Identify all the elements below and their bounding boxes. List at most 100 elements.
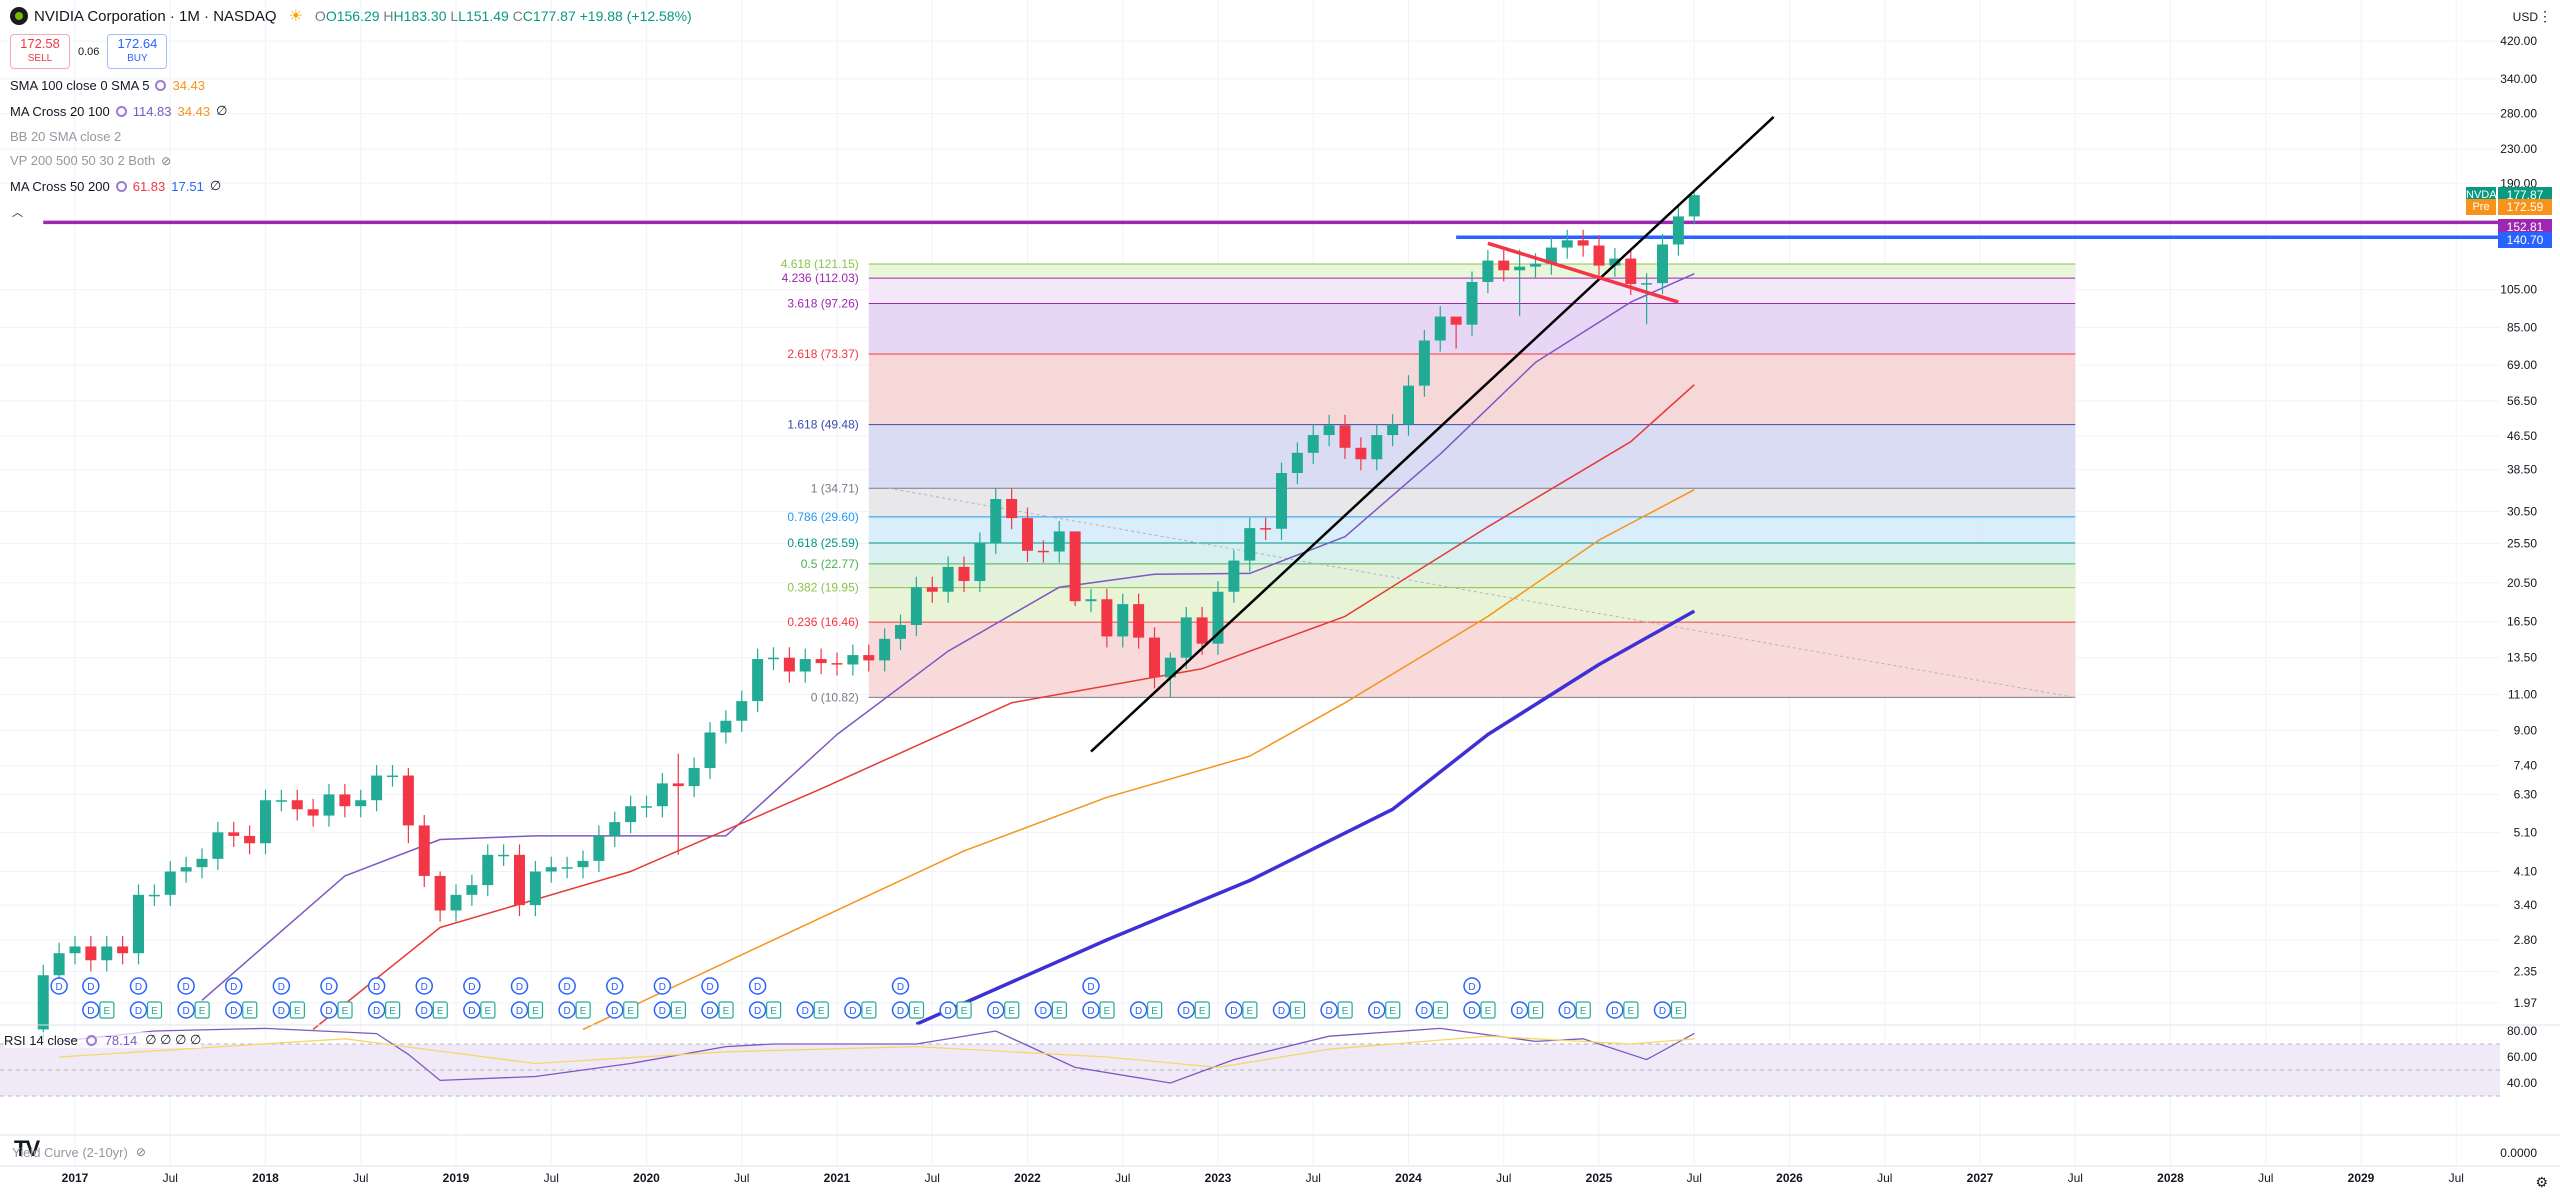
blue-line-price-label: 140.70 <box>2498 232 2552 249</box>
candle-body <box>1339 425 1351 448</box>
candle-body <box>291 800 303 810</box>
candle-body <box>1672 216 1684 245</box>
time-tick-label: Jul <box>353 1171 368 1185</box>
fib-trend-line <box>888 487 2076 698</box>
chart-settings-gear-icon[interactable]: ⚙ <box>2535 1174 2548 1190</box>
indicator-value: 34.43 <box>172 78 206 93</box>
candle <box>1037 540 1049 563</box>
earnings-marker <box>337 1001 353 1019</box>
candle <box>926 576 938 603</box>
earnings-marker-label: E <box>199 1006 206 1017</box>
candle-body <box>371 775 383 801</box>
candle <box>482 844 494 897</box>
trendline-black <box>1090 116 1775 753</box>
price-tick-label: 105.00 <box>2500 283 2537 297</box>
sell-button[interactable]: 172.58 SELL <box>10 34 70 69</box>
fib-level-label: 4.618 (121.15) <box>781 257 859 271</box>
dividend-marker <box>796 1001 814 1019</box>
dividend-marker-label: D <box>1135 1006 1142 1017</box>
dividend-marker <box>415 977 433 995</box>
fib-level-label: 4.236 (112.03) <box>782 271 859 285</box>
chart-header: NVIDIA Corporation · 1M · NASDAQ ☀ OO156… <box>10 6 692 26</box>
candle <box>148 884 160 906</box>
dividend-marker-label: D <box>706 982 713 993</box>
settings-icon[interactable] <box>115 180 127 192</box>
candle <box>1482 250 1494 294</box>
dividend-marker <box>1272 1001 1291 1019</box>
earnings-marker <box>1528 1001 1544 1019</box>
candle <box>85 935 97 972</box>
earnings-marker <box>1337 1001 1353 1019</box>
earnings-marker-label: E <box>1580 1006 1587 1017</box>
earnings-marker <box>480 1001 496 1019</box>
hidden-eye-icon[interactable]: ⊘ <box>161 153 172 168</box>
symbol-title[interactable]: NVIDIA Corporation · 1M · NASDAQ <box>34 7 277 25</box>
tradingview-logo-icon[interactable]: TV <box>14 1136 40 1161</box>
candle-body <box>402 775 414 826</box>
time-tick-label: Jul <box>1496 1171 1511 1185</box>
more-options-icon[interactable]: ⋮ <box>2538 8 2552 24</box>
currency-label[interactable]: USD <box>2512 10 2538 24</box>
candle-body <box>815 659 827 664</box>
dividend-marker <box>50 977 68 995</box>
indicator-bb[interactable]: BB 20 SMA close 2 <box>10 129 121 144</box>
candle <box>577 850 589 879</box>
dividend-marker-label: D <box>278 982 285 993</box>
candle <box>466 874 478 906</box>
candle <box>863 644 875 672</box>
rsi-tick-label: 60.00 <box>2507 1050 2537 1064</box>
time-tick-label: 2020 <box>633 1171 660 1185</box>
earnings-marker <box>813 1001 829 1019</box>
dividend-marker-label: D <box>706 1006 713 1017</box>
dividend-marker <box>1510 1001 1529 1019</box>
indicator-name: BB 20 SMA close 2 <box>10 129 122 144</box>
candle-body <box>196 858 208 868</box>
dividend-marker <box>987 1001 1005 1019</box>
indicator-ma-cross-50-200[interactable]: MA Cross 50 200 61.83 17.51 ∅ <box>10 178 221 194</box>
candle <box>545 856 557 883</box>
yield-curve-legend[interactable]: Yield Curve (2-10yr) ⊘ <box>12 1145 146 1160</box>
rsi-tick-label: 40.00 <box>2507 1076 2537 1090</box>
collapse-legend-chevron-up-icon[interactable]: ︿ <box>12 207 23 219</box>
dividend-marker <box>1320 1001 1338 1019</box>
dividend-marker-label: D <box>1611 1006 1618 1017</box>
earnings-marker <box>1147 1001 1163 1019</box>
candle <box>1022 507 1033 562</box>
dividend-marker-label: D <box>135 1006 142 1017</box>
time-tick-label: Jul <box>2068 1171 2083 1185</box>
candle-body <box>768 657 779 660</box>
earnings-marker-label: E <box>818 1006 825 1017</box>
rsi-legend[interactable]: RSI 14 close 78.14 ∅ ∅ ∅ ∅ <box>4 1032 202 1048</box>
candle-body <box>879 638 891 661</box>
dividend-marker-label: D <box>278 1006 285 1017</box>
market-session-icon[interactable]: ☀ <box>288 8 303 25</box>
buy-button[interactable]: 172.64 BUY <box>107 34 168 69</box>
price-tick-label: 190.00 <box>2500 176 2537 190</box>
candle-body <box>53 953 65 976</box>
rsi-ma-line <box>59 1035 1695 1069</box>
settings-icon[interactable] <box>115 105 127 117</box>
settings-icon[interactable] <box>85 1034 97 1046</box>
dividend-marker-label: D <box>87 1006 94 1017</box>
indicator-sma100[interactable]: SMA 100 close 0 SMA 5 34.43 <box>10 78 205 93</box>
candle <box>1053 520 1065 563</box>
dividend-marker <box>891 977 910 995</box>
indicator-vp[interactable]: VP 200 500 50 30 2 Both ⊘ <box>10 153 171 168</box>
settings-icon[interactable] <box>155 80 167 91</box>
candle <box>847 644 859 676</box>
candle-body <box>1180 617 1192 658</box>
candle-body <box>275 800 287 802</box>
hidden-eye-icon[interactable]: ⊘ <box>135 1145 146 1159</box>
price-tick-label: 420.00 <box>2500 34 2537 48</box>
earnings-marker <box>1289 1001 1306 1019</box>
candle-body <box>450 894 462 911</box>
dividend-marker <box>653 1001 672 1019</box>
indicator-ma-cross-20-100[interactable]: MA Cross 20 100 114.83 34.43 ∅ <box>10 103 227 119</box>
rsi-value: 78.14 <box>104 1032 138 1048</box>
candle-body <box>831 663 843 665</box>
price-tick-label: 30.50 <box>2507 504 2537 518</box>
dividend-marker-label: D <box>802 1006 809 1017</box>
candle <box>1688 189 1700 224</box>
fib-zone <box>868 424 2076 489</box>
